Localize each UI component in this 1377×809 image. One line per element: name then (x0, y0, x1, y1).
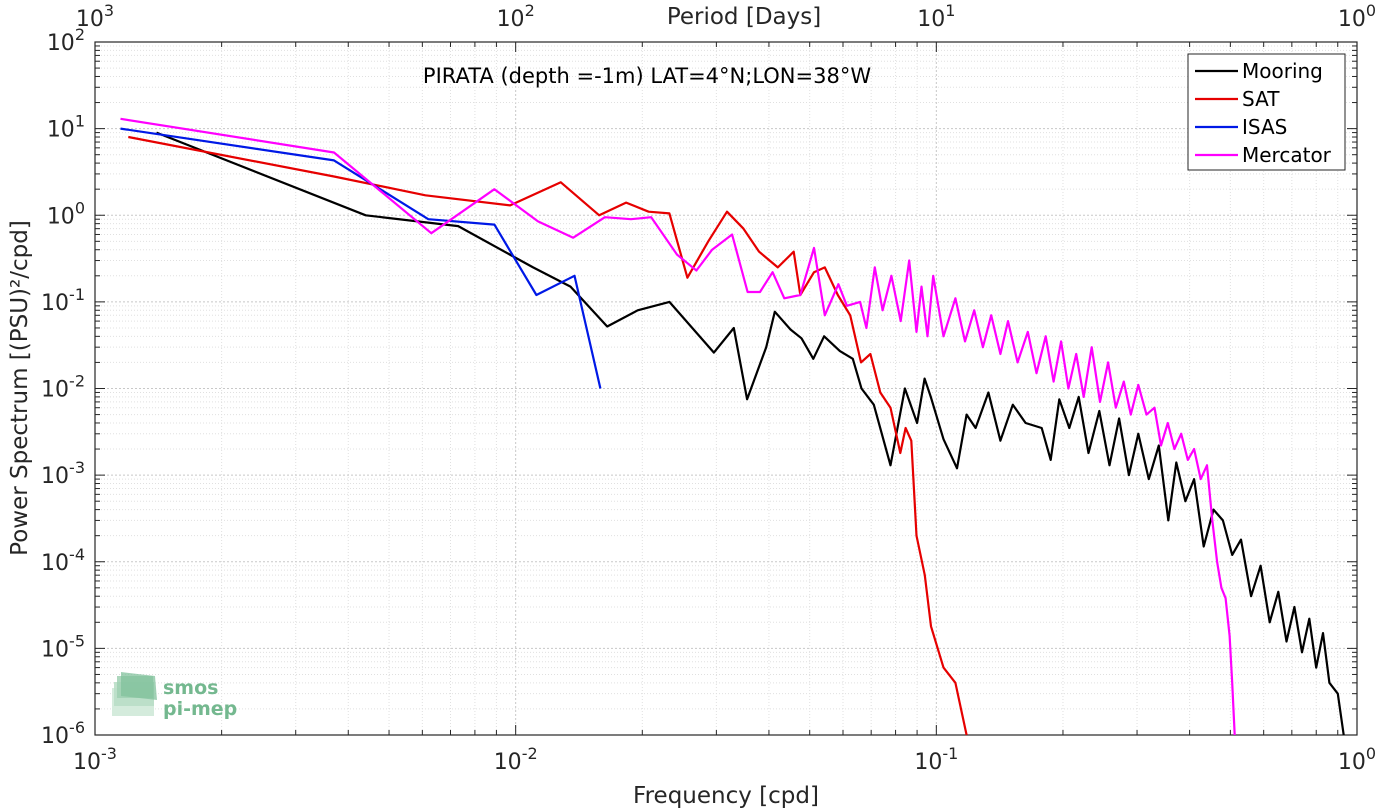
legend-label-mooring: Mooring (1242, 59, 1323, 83)
x-tick-label: 100 (1338, 744, 1376, 775)
y-tick-label: 10-3 (41, 458, 85, 489)
legend-box (1187, 53, 1346, 171)
series-line-sat (128, 135, 968, 736)
series-line-mooring (156, 131, 1345, 736)
x-tick-label: 10-3 (73, 744, 117, 775)
top-tick-label: 102 (497, 1, 535, 32)
series-line-isas (120, 127, 602, 389)
top-tick-label: 101 (917, 1, 955, 32)
chart-title: PIRATA (depth =-1m) LAT=4°N;LON=38°W (423, 64, 871, 88)
smos-pi-mep-logo: smos pi-mep (112, 672, 237, 720)
y-axis-label: Power Spectrum [(PSU)²/cpd] (7, 220, 33, 556)
y-tick-label: 10-6 (41, 718, 85, 749)
y-tick-label: 102 (47, 25, 85, 56)
logo-line-smos: smos (163, 677, 218, 699)
y-tick-label: 101 (47, 112, 85, 143)
top-tick-label: 100 (1338, 1, 1376, 32)
data-series (120, 117, 1345, 736)
y-tick-label: 10-5 (41, 631, 85, 662)
grid-lines (94, 42, 1357, 736)
series-line-mercator (120, 117, 1236, 736)
y-tick-label: 100 (47, 198, 85, 229)
x-tick-label: 10-2 (494, 744, 538, 775)
y-tick-label: 10-4 (41, 545, 85, 576)
top-tick-label: 103 (76, 1, 114, 32)
legend-label-isas: ISAS (1242, 115, 1287, 139)
legend: Mooring SAT ISAS Mercator (1187, 53, 1346, 171)
legend-label-sat: SAT (1242, 87, 1280, 111)
x-axis-label: Frequency [cpd] (633, 783, 819, 809)
y-tick-label: 10-2 (41, 372, 85, 403)
x-tick-label: 10-1 (914, 744, 958, 775)
y-tick-label: 10-1 (41, 285, 85, 316)
logo-line-pi-mep: pi-mep (163, 698, 237, 720)
top-axis-label: Period [Days] (667, 4, 821, 30)
legend-label-mercator: Mercator (1242, 143, 1332, 167)
